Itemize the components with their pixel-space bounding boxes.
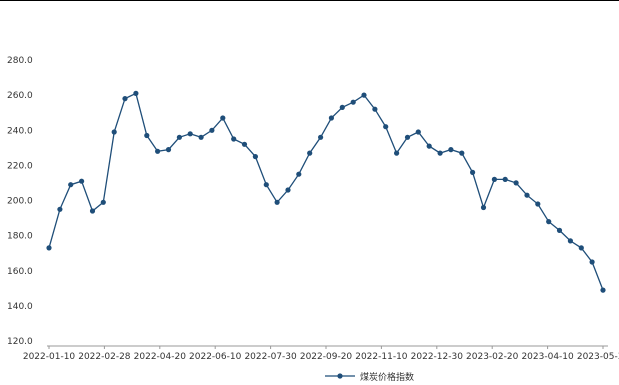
data-point [524,192,530,198]
data-point [350,99,356,105]
series-group [46,90,606,293]
x-tick-label: 2022-07-30 [244,352,297,362]
x-tick-label: 2022-06-10 [189,352,242,362]
legend-marker [337,373,343,379]
x-tick-label: 2022-09-20 [300,352,353,362]
data-point [263,182,269,188]
data-point [426,143,432,149]
data-point [339,104,345,110]
data-point [252,154,258,160]
data-point [198,134,204,140]
data-point [307,150,313,156]
x-tick-label: 2023-04-10 [521,352,574,362]
data-point [589,259,595,265]
x-tick-label: 2022-04-20 [134,352,187,362]
data-point [100,199,106,205]
top-border-line [0,0,619,1]
data-point [296,171,302,177]
data-point [231,136,237,142]
data-point [68,182,74,188]
data-point [79,178,85,184]
x-tick-label: 2022-02-28 [78,352,131,362]
data-point [600,287,606,293]
data-point [513,180,519,186]
data-point [274,199,280,205]
y-tick-label: 140.0 [7,302,33,312]
data-point [328,115,334,121]
y-tick-label: 240.0 [7,126,33,136]
data-point [437,150,443,156]
data-point [578,245,584,251]
y-tick-label: 280.0 [7,56,33,66]
data-point [241,141,248,147]
data-point [361,92,367,98]
data-point [89,208,96,214]
data-point [176,134,182,140]
data-point [133,90,139,96]
data-point [567,238,574,244]
y-tick-label: 200.0 [7,197,33,207]
data-point [415,129,421,135]
data-point [491,176,497,182]
x-tick-label: 2023-02-20 [466,352,519,362]
y-tick-label: 160.0 [7,267,33,277]
data-point [535,201,541,207]
series-line [48,92,604,291]
data-point [111,129,117,135]
x-tick-label: 2022-12-30 [411,352,464,362]
data-point [480,204,487,211]
data-point [285,187,291,193]
y-axis-labels: 120.0 140.0 160.0 180.0 200.0 220.0 240.0 260.0… [7,56,33,347]
data-point [57,206,63,212]
data-point [155,148,161,154]
data-point [556,227,563,233]
data-point [209,127,215,133]
legend-label: 煤炭价格指数 [360,371,414,381]
x-tick-label: 2022-01-10 [23,352,76,362]
data-point [448,147,454,153]
y-tick-label: 260.0 [7,91,33,101]
y-tick-label: 220.0 [7,161,33,171]
data-point [546,219,552,225]
x-axis: 2022-01-10 2022-02-28 2022-04-20 2022-06-10… [23,345,619,362]
data-point [404,134,411,140]
x-tick-label: 2023-05-30 [577,352,619,362]
y-tick-label: 180.0 [7,232,33,242]
data-point [372,106,378,112]
data-point [383,124,389,130]
data-point [470,169,476,175]
data-point [220,115,226,121]
data-point [187,131,193,137]
data-point [394,150,400,156]
data-point [502,176,508,182]
y-tick-label: 120.0 [7,337,33,347]
data-point [46,245,52,251]
data-point [165,147,172,153]
legend: 煤炭价格指数 [325,371,414,383]
data-point [122,96,128,102]
data-point [459,150,465,156]
data-point [144,132,150,139]
data-point [318,134,324,140]
x-tick-label: 2022-11-10 [355,352,408,362]
